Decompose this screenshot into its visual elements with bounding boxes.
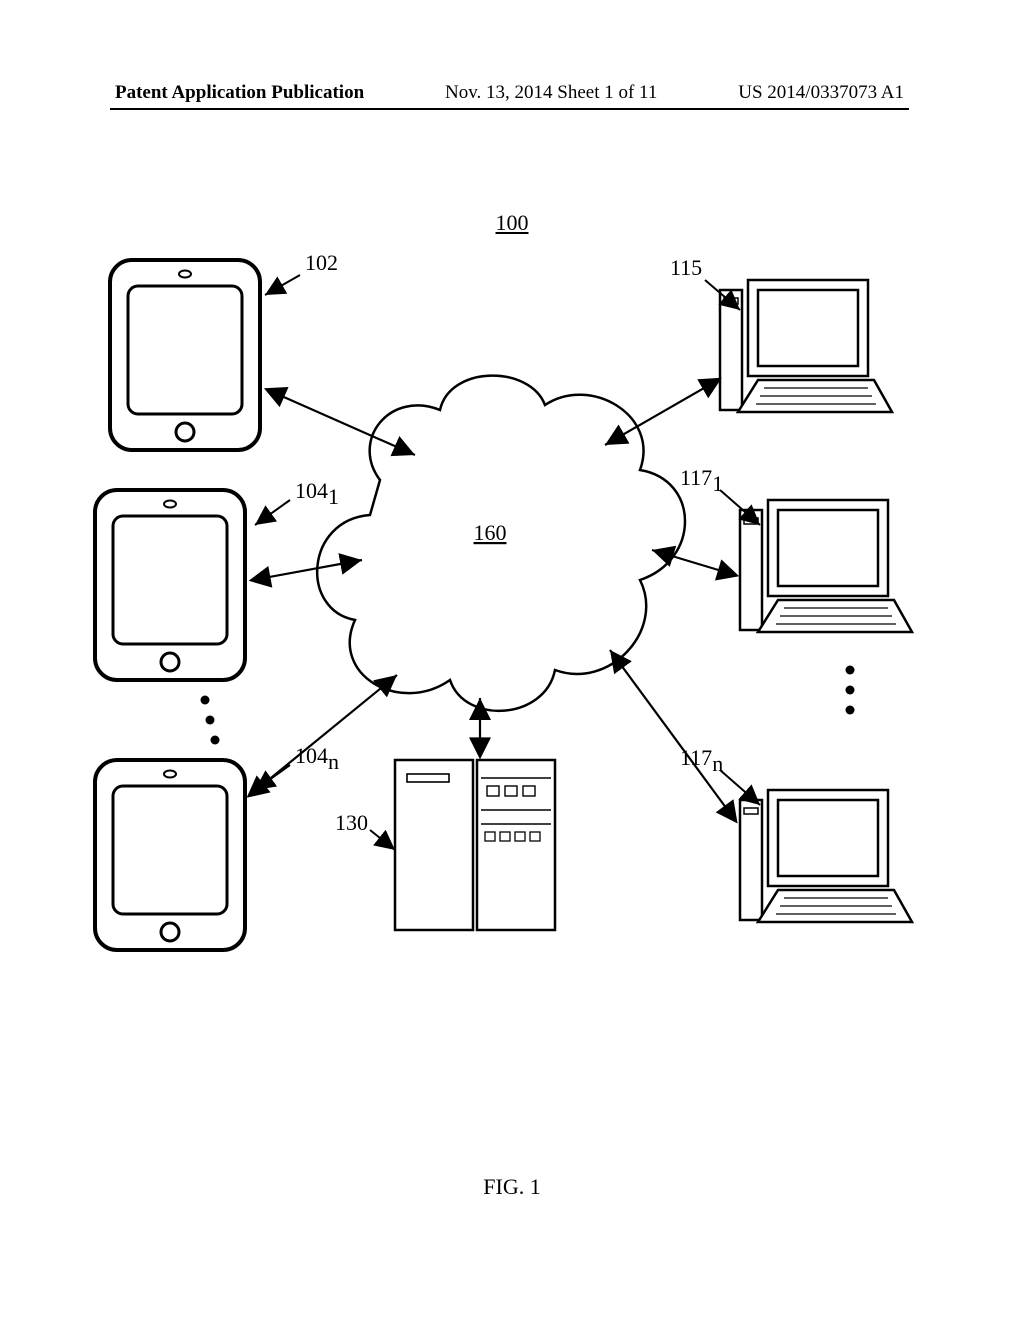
tablet-bot-ref: 104n [295,743,339,774]
desktop-icon [740,790,912,922]
tablet-icon [110,260,260,450]
server-ref: 130 [335,810,368,835]
page: Patent Application Publication Nov. 13, … [0,0,1024,1320]
desktop-icon [720,280,892,412]
desktop-top-ref: 115 [670,255,702,280]
desktop-mid-ref: 1171 [680,465,723,496]
ellipsis-icon [846,666,855,715]
tablet-mid-ref: 1041 [295,478,339,509]
header-left: Patent Application Publication [115,82,364,104]
figure-caption: FIG. 1 [483,1174,540,1200]
tablet-icon [95,760,245,950]
header-rule [110,108,909,110]
figure-1-diagram: 100 [0,180,1024,1080]
tablet-top-ref: 102 [305,250,338,275]
ellipsis-icon [201,696,220,745]
server-icon [395,760,555,930]
cloud-icon: 160 [317,376,685,711]
page-header: Patent Application Publication Nov. 13, … [0,82,1024,104]
diagram-svg: 160 [0,180,1024,1080]
desktop-bot-ref: 117n [680,745,723,776]
header-mid: Nov. 13, 2014 Sheet 1 of 11 [445,82,657,104]
tablet-icon [95,490,245,680]
header-right: US 2014/0337073 A1 [738,82,904,104]
cloud-ref-number: 160 [474,520,507,545]
desktop-icon [740,500,912,632]
